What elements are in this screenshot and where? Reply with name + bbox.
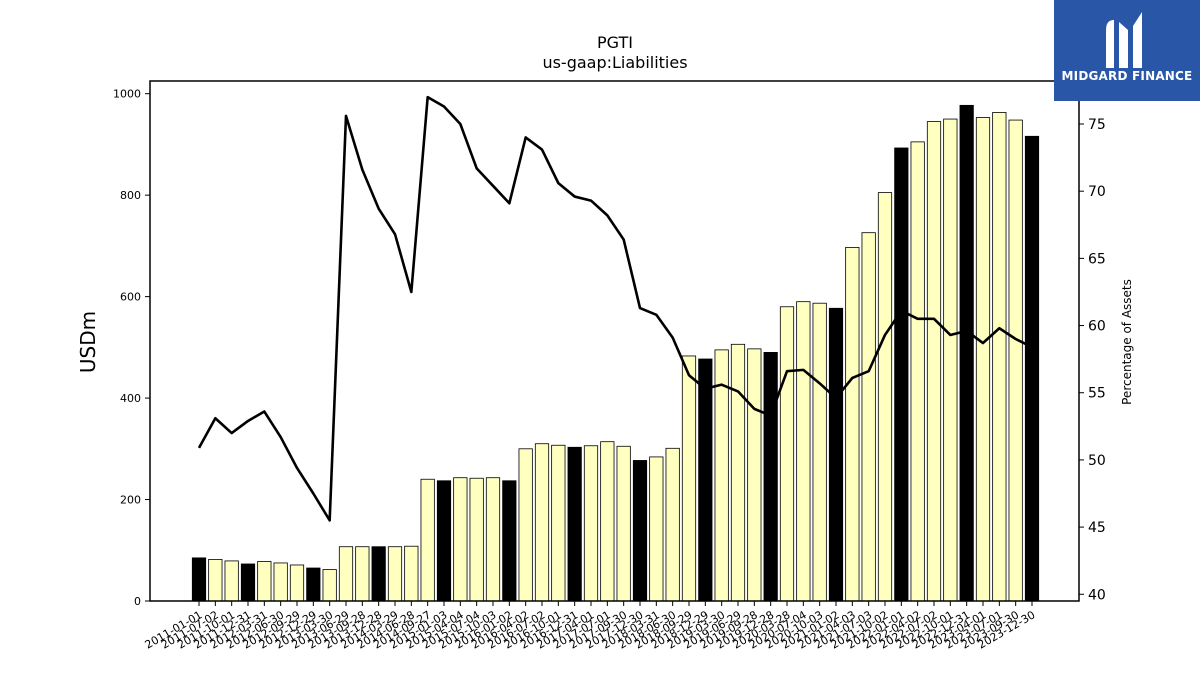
- bar: [926, 121, 942, 602]
- y-axis-label: USDm: [76, 311, 100, 373]
- bar: [730, 343, 746, 602]
- bar: [322, 569, 337, 602]
- line-series: [197, 95, 1033, 522]
- bar: [992, 112, 1007, 602]
- y2-tick-label: 55: [1088, 386, 1106, 402]
- bar: [959, 104, 974, 602]
- bar: [257, 561, 272, 602]
- chart-subtitle: us-gaap:Liabilities: [542, 53, 687, 72]
- x-axis: 2011-01-012011-07-022011-10-012011-12-31…: [143, 601, 1038, 652]
- bar: [828, 307, 844, 602]
- bar: [1008, 119, 1023, 602]
- bar: [338, 546, 354, 602]
- right-axis: 40 45 50 55 60 65 70 75: [1079, 117, 1106, 603]
- brand-name: MIDGARD FINANCE: [1061, 69, 1193, 83]
- bar: [779, 306, 795, 602]
- bar: [485, 477, 501, 602]
- bar: [208, 559, 223, 602]
- bar: [224, 560, 239, 602]
- y-tick-label: 200: [120, 494, 141, 507]
- y2-tick-label: 60: [1088, 319, 1106, 335]
- y2-axis-label: Percentage of Assets: [1120, 279, 1134, 405]
- bar: [306, 567, 321, 602]
- bar: [273, 562, 288, 602]
- bar: [861, 232, 876, 602]
- bar: [371, 546, 386, 602]
- bar: [910, 141, 925, 602]
- y-tick-label: 600: [120, 291, 141, 304]
- bar: [387, 546, 403, 602]
- bar: [632, 460, 648, 602]
- y2-tick-label: 70: [1088, 184, 1106, 200]
- bar: [600, 441, 615, 602]
- y-tick-label: 800: [120, 189, 141, 202]
- y2-tick-label: 50: [1088, 453, 1106, 469]
- bar: [534, 443, 550, 602]
- bar: [763, 352, 778, 602]
- bar: [567, 446, 582, 602]
- y2-tick-label: 45: [1088, 520, 1106, 536]
- y2-tick-label: 75: [1088, 117, 1106, 133]
- bar: [551, 444, 566, 602]
- bar: [583, 445, 599, 602]
- left-axis: 0 200 400 600 800 1000: [113, 88, 150, 608]
- bar: [420, 478, 435, 602]
- bar: [681, 355, 697, 602]
- bar: [665, 447, 680, 602]
- plot-frame: [149, 80, 1080, 602]
- bar: [812, 302, 827, 602]
- bar: [469, 477, 484, 602]
- bar: [289, 564, 305, 602]
- series-line: [197, 95, 1033, 522]
- brand-mark-icon: [1106, 12, 1142, 68]
- bar: [436, 480, 452, 602]
- bar: [404, 545, 419, 602]
- bar: [975, 117, 991, 602]
- brand-logo: MIDGARD FINANCE: [1054, 0, 1200, 101]
- bar: [502, 480, 517, 602]
- bar: [877, 192, 893, 602]
- y-tick-label: 0: [134, 595, 141, 608]
- bar: [796, 301, 811, 602]
- bar-series: [191, 104, 1040, 602]
- bar: [453, 477, 468, 602]
- bar: [943, 118, 958, 602]
- bar: [240, 563, 256, 602]
- bar: [191, 557, 207, 602]
- chart-title: PGTI: [597, 33, 633, 52]
- bar: [747, 348, 762, 602]
- bar: [845, 246, 860, 602]
- bar: [649, 456, 664, 602]
- y2-tick-label: 65: [1088, 251, 1106, 267]
- bar: [616, 445, 631, 602]
- bar: [355, 546, 370, 602]
- bar: [1024, 135, 1040, 602]
- y-tick-label: 1000: [113, 88, 141, 101]
- y2-tick-label: 40: [1088, 587, 1106, 603]
- bar: [698, 358, 713, 602]
- y-tick-label: 400: [120, 392, 141, 405]
- bar: [518, 448, 533, 602]
- bar: [894, 147, 909, 602]
